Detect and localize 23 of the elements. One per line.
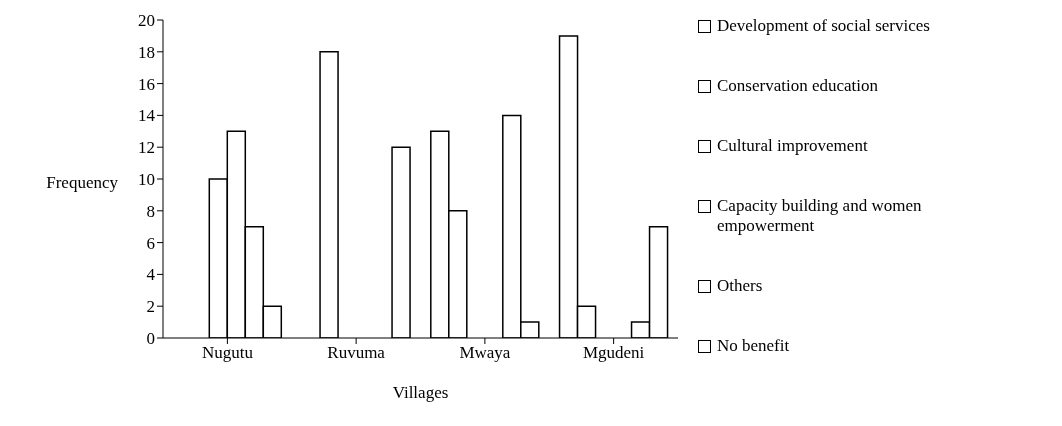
y-tick-label: 16 <box>138 74 155 94</box>
legend-label: No benefit <box>717 336 790 356</box>
legend-label: Development of social services <box>717 16 930 36</box>
y-tick-label: 10 <box>138 170 155 190</box>
x-tick-label: Mwaya <box>459 343 511 363</box>
legend-label: Others <box>717 276 763 296</box>
x-tick-label: Ruvuma <box>327 343 386 363</box>
y-tick-label: 8 <box>146 201 155 221</box>
x-tick-label: Mgudeni <box>582 343 645 363</box>
y-tick-label: 14 <box>138 106 156 126</box>
y-axis-title: Frequency <box>46 173 118 193</box>
legend-label: Cultural improvement <box>717 136 868 156</box>
legend-label: Conservation education <box>717 76 878 96</box>
x-axis-title: Villages <box>392 383 449 402</box>
y-tick-label: 20 <box>138 11 155 31</box>
y-tick-label: 12 <box>138 138 155 158</box>
y-tick-label: 0 <box>146 329 155 349</box>
y-tick-label: 18 <box>138 42 155 62</box>
y-tick-label: 6 <box>146 233 155 253</box>
y-tick-label: 2 <box>146 297 155 317</box>
y-tick-label: 4 <box>146 265 156 285</box>
legend-label: Capacity building and women empowerment <box>717 196 923 236</box>
x-tick-label: Nugutu <box>201 343 254 363</box>
